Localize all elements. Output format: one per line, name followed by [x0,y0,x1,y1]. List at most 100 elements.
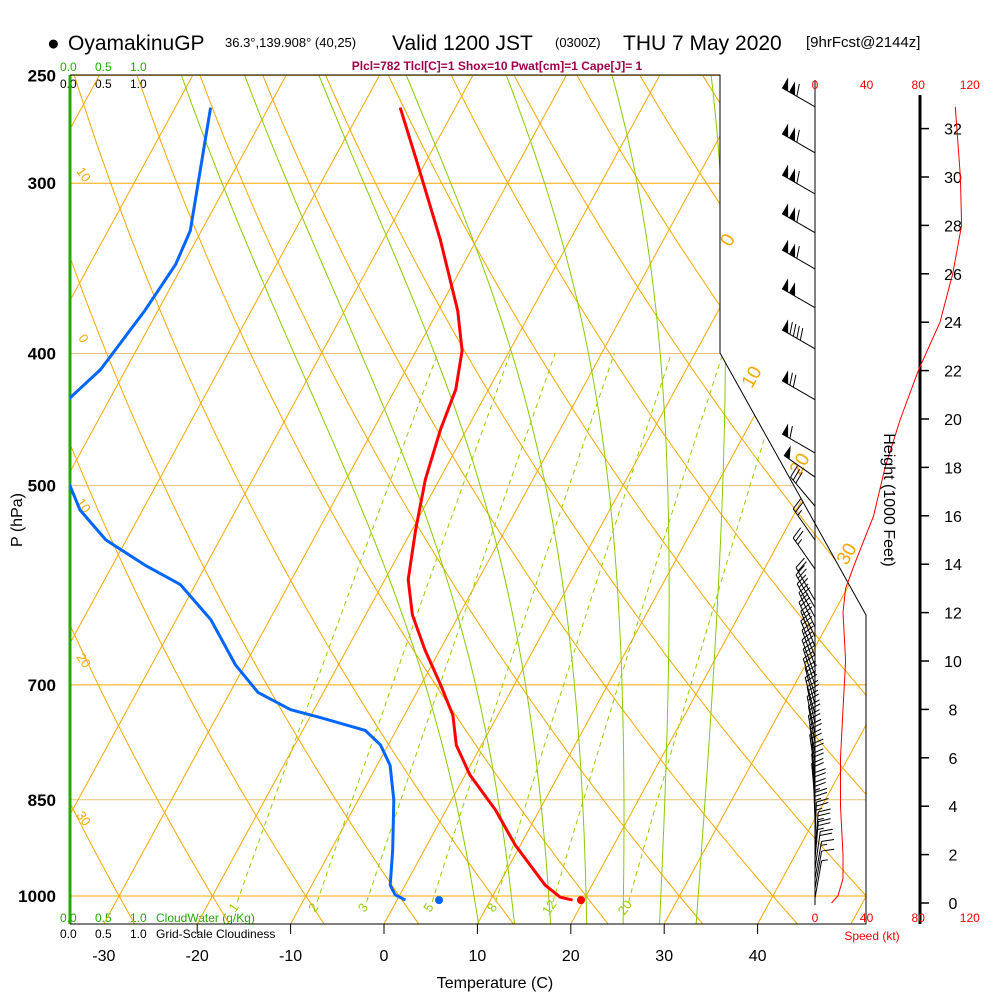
barb-feather [795,472,803,484]
cloud-scale-bottom: 0.0 0.5 1.0 CloudWater (g/Kg) 0.0 0.5 1.… [60,911,275,941]
barb-feather [800,602,811,612]
barb-feather [796,574,807,585]
surface-dewpoint-point [435,896,444,905]
barb-feather [792,374,797,388]
mixing-ratio-line [366,353,556,903]
barb-feather [789,372,793,386]
forecast-info: [9hrFcst@2144z] [806,34,920,51]
isotherm-line [70,75,287,924]
mixing-ratio-label: 3 [355,900,371,915]
moist-adiabat-line [172,75,480,924]
barb-feather [814,787,828,793]
barb-feather [817,812,831,817]
wind-barb [795,557,816,601]
barb-staff [800,620,816,657]
sounding-stats: Plcl=782 Tlcl[C]=1 Shox=10 Pwat[cm]=1 Ca… [352,59,643,73]
speed-tick-label-top: 40 [860,78,874,92]
isotherm-label: 30 [833,540,862,569]
barb-feather [821,848,835,852]
barb-feather [808,709,820,716]
dry-adiabat-line [314,75,866,924]
station-name: OyamakinuGP [68,32,205,55]
barb-feather [790,465,798,478]
isotherm-line [663,75,866,924]
barb-half-feather [813,788,821,792]
barb-feather [796,129,800,143]
wind-barb [798,593,816,638]
wind-barb [814,818,831,860]
barb-half-feather [820,843,828,846]
dry-adiabat-line [70,75,424,924]
surface-temperature-point [577,896,586,905]
temperature-line [398,107,573,902]
wind-barb [814,787,828,831]
wind-barb [806,679,820,725]
cloud-top-green-1: 0.5 [95,60,112,74]
speed-tick-label-top: 80 [912,78,926,92]
isotherm-line [757,75,866,924]
x-axis-title: Temperature (C) [437,975,553,992]
barb-feather [801,616,813,626]
barb-pennant [783,445,791,460]
isotherm-line [70,75,474,924]
isotherm-line [196,75,661,924]
isotherm-line [103,75,567,924]
barb-feather [813,768,826,774]
mixing-ratio-line [236,353,439,903]
cloud-top-green-2: 1.0 [130,60,147,74]
wind-barb [792,527,816,570]
speed-tick-label-bottom: 80 [912,911,926,925]
temperature-tick-label: -10 [279,948,302,965]
dry-adiabat-label: 10 [73,164,94,184]
barb-feather [811,752,824,759]
utc-time: (0300Z) [555,35,601,50]
height-tick-label: 16 [944,509,962,526]
dry-adiabat-line [70,75,519,924]
wind-barb [801,621,816,667]
isotherm-line [0,75,6,924]
barb-staff [814,850,823,889]
barb-feather [800,587,811,597]
barb-feather [792,527,802,539]
speed-tick-label-bottom: 40 [860,911,874,925]
height-tick-label: 32 [944,122,962,139]
barb-feather [806,679,819,688]
barb-feather [814,791,828,797]
barb-feather [808,713,821,720]
mixing-ratio-line [431,353,615,903]
height-tick-label: 6 [949,751,958,768]
dry-adiabat-label: 10 [73,495,94,515]
wind-barb [814,848,835,889]
barb-half-feather [817,817,824,821]
moist-adiabat-line [395,75,588,924]
height-tick-label: 12 [944,606,962,623]
barb-feather [820,828,833,832]
barb-feather [798,583,809,594]
wind-barb [798,583,816,628]
isotherm-line [383,75,848,924]
barb-staff [798,592,816,628]
dry-adiabat-line [252,75,804,924]
barb-feather [818,818,831,823]
barb-feather [801,621,813,631]
barb-feather [813,777,826,784]
plot-frame [68,74,922,925]
barb-pennant [789,243,796,258]
barb-staff [814,831,821,870]
temperature-tick-label: 0 [380,948,389,965]
cloud-bottom-green-2: 1.0 [130,911,147,925]
mixing-ratio-line [495,353,672,903]
barb-feather [801,606,813,616]
barb-feather [813,772,826,778]
speed-axis-title: Speed (kt) [844,929,899,943]
barb-feather [789,321,793,335]
barb-staff [792,508,816,541]
moist-adiabat-line [235,75,516,924]
valid-time: Valid 1200 JST [392,32,533,55]
cloudwater-label: CloudWater (g/Kg) [156,911,255,925]
cloud-bottom-black-2: 1.0 [130,927,147,941]
height-tick-label: 26 [944,267,962,284]
moist-adiabat-line [496,75,625,924]
barb-half-feather [821,859,828,862]
barb-pennant [782,123,789,138]
